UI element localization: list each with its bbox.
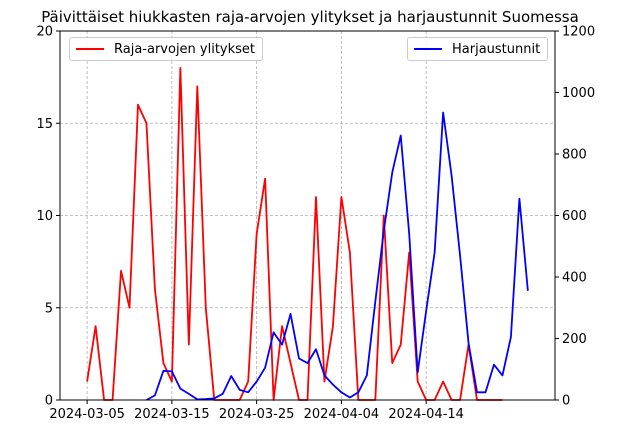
left-tick-label-4: 20 [36, 25, 53, 40]
right-tick-label-1: 200 [562, 332, 587, 347]
x-tick-label-4: 2024-04-14 [388, 407, 464, 422]
left-tick-label-1: 5 [45, 301, 53, 316]
legend-swatch-blue-line [414, 48, 442, 50]
right-tick-label-3: 600 [562, 209, 587, 224]
line-raja-arvojen-ylitykset [86, 67, 503, 401]
right-tick-label-4: 800 [562, 148, 587, 163]
series-harjaustunnit [146, 111, 529, 401]
line-harjaustunnit [146, 111, 529, 401]
right-tick-label-2: 400 [562, 271, 587, 286]
left-tick-label-3: 15 [36, 117, 53, 132]
left-tick-label-0: 0 [45, 394, 53, 409]
legend-label-raja-arvojen-ylitykset: Raja-arvojen ylitykset [114, 41, 256, 57]
x-tick-label-3: 2024-04-04 [304, 407, 380, 422]
x-tick-label-0: 2024-03-05 [49, 407, 125, 422]
series-raja-arvojen-ylitykset [86, 67, 503, 401]
right-tick-label-0: 0 [562, 394, 570, 409]
legend-right: Harjaustunnit [407, 37, 549, 61]
left-tick-label-2: 10 [36, 209, 53, 224]
x-tick-label-2: 2024-03-25 [219, 407, 295, 422]
legend-label-harjaustunnit: Harjaustunnit [452, 41, 541, 57]
legend-swatch-red-line [76, 48, 104, 50]
axes [56, 30, 559, 404]
chart-title: Päivittäiset hiukkasten raja-arvojen yli… [41, 8, 579, 26]
legend-left: Raja-arvojen ylitykset [69, 37, 264, 61]
right-tick-label-6: 1200 [562, 25, 595, 40]
x-tick-label-1: 2024-03-15 [134, 407, 210, 422]
right-tick-label-5: 1000 [562, 86, 595, 101]
